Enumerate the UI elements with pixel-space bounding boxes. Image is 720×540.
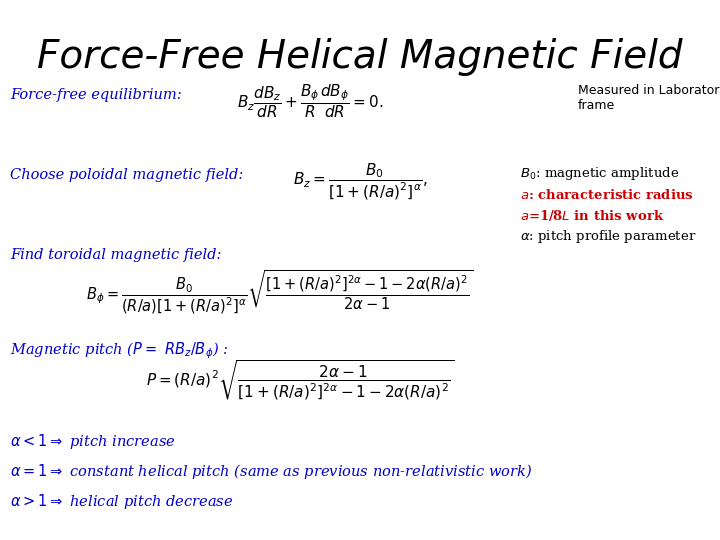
Text: $\alpha > 1 \Rightarrow$ helical pitch decrease: $\alpha > 1 \Rightarrow$ helical pitch d… [10,492,233,511]
Text: $P = (R/a)^2\sqrt{\dfrac{2\alpha-1}{[1+(R/a)^2]^{2\alpha}-1-2\alpha(R/a)^2}}$: $P = (R/a)^2\sqrt{\dfrac{2\alpha-1}{[1+(… [146,358,454,402]
Text: Force-free equilibrium:: Force-free equilibrium: [10,88,181,102]
Text: $\alpha$: pitch profile parameter: $\alpha$: pitch profile parameter [520,228,696,245]
Text: Measured in Laboratory
frame: Measured in Laboratory frame [578,84,720,112]
Text: Choose poloidal magnetic field:: Choose poloidal magnetic field: [10,168,243,182]
Text: $B_z = \dfrac{B_0}{[1+(R/a)^2]^\alpha},$: $B_z = \dfrac{B_0}{[1+(R/a)^2]^\alpha},$ [292,162,428,202]
Text: $B_\phi = \dfrac{B_0}{(R/a)[1+(R/a)^2]^\alpha}\sqrt{\dfrac{[1+(R/a)^2]^{2\alpha}: $B_\phi = \dfrac{B_0}{(R/a)[1+(R/a)^2]^\… [86,268,474,315]
Text: $\alpha{=}1 \Rightarrow$ constant helical pitch (same as previous non-relativist: $\alpha{=}1 \Rightarrow$ constant helica… [10,462,532,481]
Text: $a$=1/8$L$ in this work: $a$=1/8$L$ in this work [520,208,665,223]
Text: Force-Free Helical Magnetic Field: Force-Free Helical Magnetic Field [37,38,683,76]
Text: $B_z\dfrac{dB_z}{dR} + \dfrac{B_\phi}{R}\dfrac{dB_\phi}{dR} = 0.$: $B_z\dfrac{dB_z}{dR} + \dfrac{B_\phi}{R}… [237,82,383,119]
Text: Find toroidal magnetic field:: Find toroidal magnetic field: [10,248,221,262]
Text: $\alpha < 1 \Rightarrow$ pitch increase: $\alpha < 1 \Rightarrow$ pitch increase [10,432,176,451]
Text: $a$: characteristic radius: $a$: characteristic radius [520,188,694,202]
Text: Magnetic pitch ($P{=}$ $RB_z/B_\phi$) :: Magnetic pitch ($P{=}$ $RB_z/B_\phi$) : [10,340,228,361]
Text: $B_0$: magnetic amplitude: $B_0$: magnetic amplitude [520,165,680,182]
